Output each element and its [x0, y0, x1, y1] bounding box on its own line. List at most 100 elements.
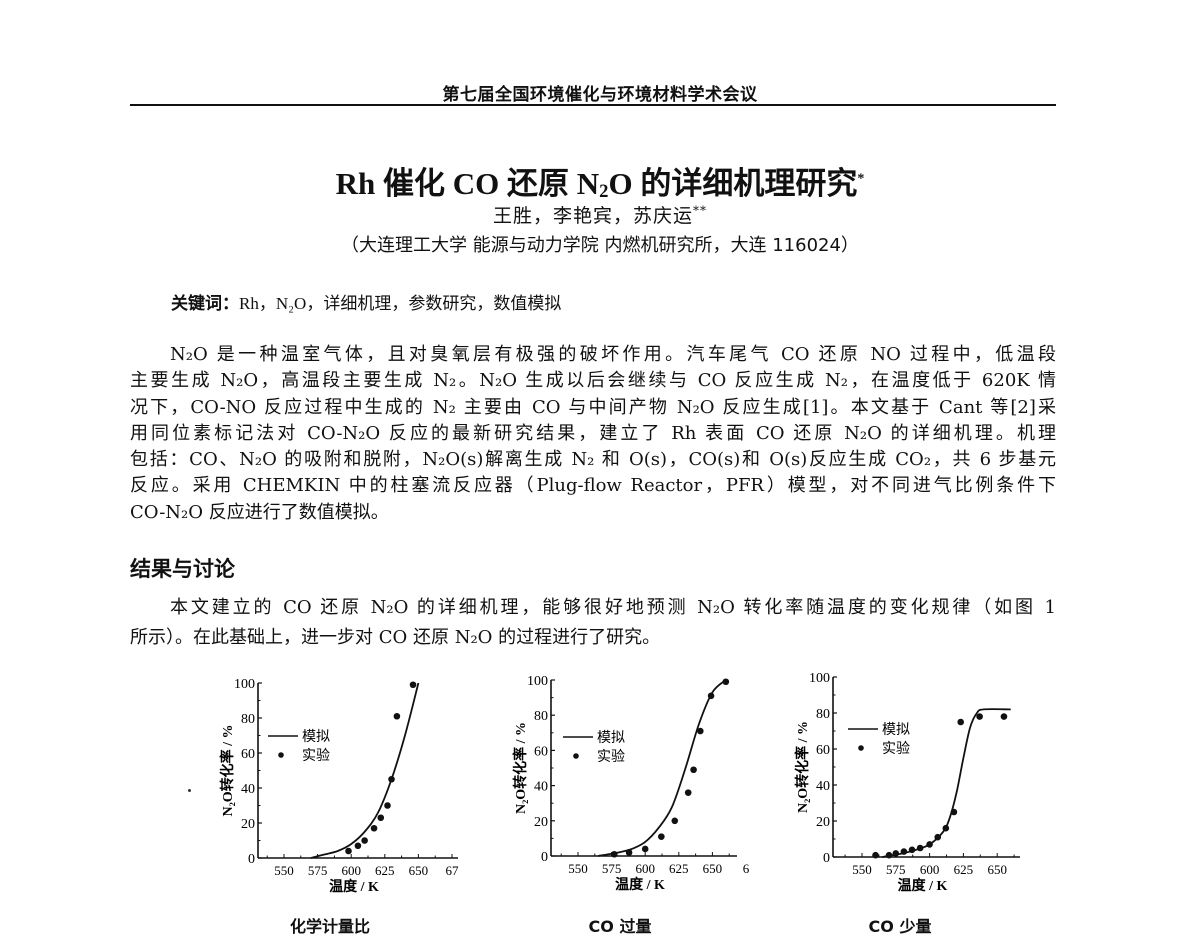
- x-axis-label: 温度 / K: [898, 877, 948, 894]
- x-axis-label: 温度 / K: [615, 876, 665, 893]
- experiment-point: [388, 775, 395, 783]
- author-names: 王胜，李艳宾，苏庆运: [492, 205, 693, 227]
- x-tick-label: 575: [602, 861, 622, 876]
- x-tick-label: 575: [308, 863, 328, 878]
- experiment-point: [976, 713, 983, 720]
- keywords-label: 关键词：: [171, 294, 239, 314]
- scan-speck: [188, 789, 191, 792]
- experiment-point: [722, 678, 730, 686]
- paragraph-line: N₂O 是一种温室气体，且对臭氧层有极强的破坏作用。汽车尾气 CO 还原 NO …: [170, 344, 1056, 365]
- y-tick-label: 60: [534, 744, 548, 759]
- legend-label: 模拟: [882, 722, 910, 738]
- x-tick-label: 650: [703, 861, 723, 876]
- x-tick-label: 600: [635, 861, 655, 876]
- author-footnote-mark: **: [693, 203, 707, 218]
- chart-caption-co-excess: CO 过量: [588, 917, 652, 936]
- legend-dot-icon: [278, 752, 284, 758]
- paragraph-line: 主要生成 N₂O，高温段主要生成 N₂。N₂O 生成以后会继续与 CO 反应生成…: [130, 370, 1056, 392]
- chart-co-lean: 0 20 40 60 80 100 550 575 600 625 650 温度 / K N₂O转化率 …: [794, 671, 1020, 894]
- y-tick-label: 0: [541, 850, 548, 865]
- legend-label: 模拟: [302, 729, 330, 745]
- title-subscript: 2: [599, 181, 609, 202]
- experiment-point: [885, 851, 893, 859]
- experiment-point: [900, 848, 908, 855]
- legend-dot-icon: [573, 753, 579, 759]
- y-tick-label: 100: [234, 677, 255, 692]
- simulation-curve: [310, 682, 420, 859]
- x-tick-label: 6: [743, 861, 750, 876]
- experiment-point: [908, 846, 916, 854]
- experiment-point: [610, 850, 618, 858]
- chart-caption-co-lean: CO 少量: [868, 917, 932, 936]
- experiment-point: [370, 824, 378, 832]
- y-tick-label: 80: [816, 707, 830, 722]
- y-tick-label: 40: [534, 780, 548, 795]
- y-tick-label: 40: [241, 782, 255, 797]
- experiment-point: [950, 808, 958, 816]
- experiment-point: [684, 789, 692, 796]
- paragraph-line: 所示）。在此基础上，进一步对 CO 还原 N₂O 的过程进行了研究。: [130, 627, 661, 648]
- experiment-point: [1000, 713, 1008, 720]
- paragraph-line: 况下，CO-NO 反应过程中生成的 N₂ 主要由 CO 与中间产物 N₂O 反应…: [130, 396, 1056, 418]
- x-tick-label: 625: [954, 862, 974, 877]
- y-axis-label: N₂O转化率 / %: [512, 722, 529, 814]
- y-tick-label: 60: [816, 743, 830, 758]
- experiment-point: [345, 847, 352, 855]
- chart-caption-stoichiometric: 化学计量比: [289, 917, 370, 936]
- affiliation: （大连理工大学 能源与动力学院 内燃机研究所，大连 116024）: [341, 235, 859, 256]
- chart-stoichiometric: 0 20 40 60 80 100 550 575 600 625 650 67 温度 / K N₂O转化…: [219, 677, 459, 895]
- x-tick-label: 600: [341, 863, 361, 878]
- y-tick-label: 0: [248, 852, 255, 867]
- y-axis-label: N₂O转化率 / %: [219, 724, 236, 816]
- paragraph-line: CO-N₂O 反应进行了数值模拟。: [130, 501, 389, 523]
- experiment-point: [641, 845, 649, 853]
- y-tick-label: 100: [809, 671, 830, 686]
- paragraph-line: 用同位素标记法对 CO-N₂O 反应的最新研究结果，建立了 Rh 表面 CO 还…: [130, 422, 1056, 444]
- experiment-point: [354, 842, 362, 850]
- x-tick-label: 67: [446, 863, 460, 878]
- y-tick-label: 100: [527, 674, 548, 689]
- y-tick-label: 80: [534, 709, 548, 724]
- experiment-point: [671, 817, 679, 825]
- experiment-point: [934, 833, 942, 841]
- title-part: Rh 催化 CO 还原 N: [335, 166, 600, 201]
- y-tick-label: 0: [823, 851, 830, 866]
- section-heading: 结果与讨论: [130, 557, 235, 581]
- x-tick-label: 625: [375, 863, 395, 878]
- y-tick-label: 20: [816, 815, 830, 830]
- experiment-point: [384, 802, 391, 809]
- experiment-point: [892, 850, 900, 857]
- conference-header: 第七届全国环境催化与环境材料学术会议: [442, 85, 758, 105]
- legend-label: 实验: [302, 748, 330, 764]
- y-tick-label: 20: [241, 817, 255, 832]
- x-tick-label: 600: [920, 862, 940, 877]
- title-part: O 的详细机理研究: [608, 166, 858, 201]
- keywords: 关键词：Rh，N₂O，详细机理，参数研究，数值模拟: [171, 289, 561, 314]
- authors: 王胜，李艳宾，苏庆运**: [0, 201, 1200, 228]
- experiment-point: [658, 833, 665, 840]
- x-axis-label: 温度 / K: [329, 878, 379, 895]
- y-tick-label: 40: [816, 779, 830, 794]
- experiment-point: [926, 841, 933, 848]
- x-tick-label: 575: [886, 862, 906, 877]
- x-tick-label: 550: [274, 863, 294, 878]
- experiment-point: [957, 718, 964, 726]
- chart-co-excess: 0 20 40 60 80 100 550 575 600 625 650 6 温度 / K N₂O转化率…: [512, 674, 750, 893]
- keywords-list: Rh，N₂O，详细机理，参数研究，数值模拟: [239, 294, 562, 313]
- paragraph-line: 包括：CO、N₂O 的吸附和脱附，N₂O(s)解离生成 N₂ 和 O(s)，CO…: [130, 449, 1056, 471]
- experiment-point: [916, 844, 924, 852]
- experiment-point: [377, 814, 385, 822]
- title-footnote-mark: *: [857, 171, 865, 187]
- experiment-point: [697, 727, 704, 735]
- legend-label: 实验: [597, 749, 625, 765]
- simulation-curve: [598, 679, 727, 857]
- y-tick-label: 20: [534, 815, 548, 830]
- x-tick-label: 550: [852, 862, 872, 877]
- paragraph-line: 反应。采用 CHEMKIN 中的柱塞流反应器（Plug-flow Reactor…: [130, 475, 1056, 497]
- y-tick-label: 60: [241, 747, 255, 762]
- experiment-point: [361, 837, 368, 844]
- experiment-point: [942, 824, 950, 832]
- x-tick-label: 650: [987, 862, 1007, 877]
- header-rule: [130, 104, 1056, 106]
